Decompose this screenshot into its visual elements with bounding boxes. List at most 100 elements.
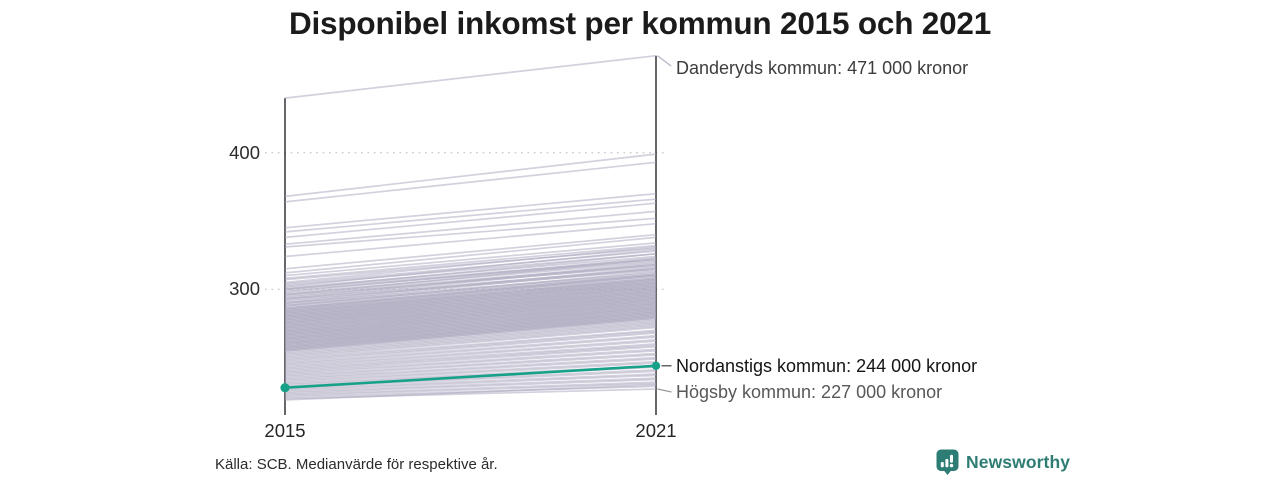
slope-line — [284, 321, 657, 353]
slope-line — [284, 336, 657, 366]
annotation-nordanstig: Nordanstigs kommun: 244 000 kronor — [676, 356, 978, 376]
slope-line — [284, 246, 657, 284]
slope-line — [284, 242, 657, 277]
slope-line — [284, 291, 657, 326]
slope-line — [284, 285, 657, 321]
slope-line — [284, 325, 657, 358]
slope-line — [284, 308, 657, 344]
slope-line — [284, 252, 657, 291]
annotation-hogsby: Högsby kommun: 227 000 kronor — [676, 382, 943, 402]
slope-line — [284, 311, 657, 347]
slope-line — [284, 263, 657, 300]
slope-line — [284, 267, 657, 304]
x-axis-tick-2015: 2015 — [264, 420, 306, 441]
slope-line — [284, 323, 657, 356]
connector-hogsby — [657, 388, 672, 393]
slope-line — [284, 373, 657, 390]
slope-line — [284, 302, 657, 337]
slope-line — [284, 349, 657, 375]
slope-line — [284, 345, 657, 373]
highlight-line — [284, 364, 657, 389]
slope-line — [284, 330, 657, 362]
y-axis-tick-400: 400 — [229, 142, 260, 163]
slope-line — [284, 295, 657, 330]
slope-line — [284, 299, 657, 334]
slope-line — [284, 384, 657, 401]
slope-line — [284, 282, 657, 318]
newsworthy-bar-chart-pin-icon — [936, 449, 959, 475]
slope-line — [284, 307, 657, 343]
brand-name: Newsworthy — [966, 451, 1071, 472]
slope-line — [284, 326, 657, 359]
slope-line — [284, 288, 657, 323]
slope-line — [284, 257, 657, 293]
slope-line — [284, 313, 657, 348]
slope-line — [284, 352, 657, 377]
slope-line — [284, 258, 657, 296]
slope-line — [284, 287, 657, 322]
slope-line — [284, 329, 657, 360]
slope-line — [284, 293, 657, 329]
slope-line — [284, 298, 657, 333]
slope-line — [284, 153, 657, 198]
slope-line — [284, 222, 657, 258]
slope-line — [284, 281, 657, 317]
slope-line — [284, 304, 657, 340]
slope-line — [284, 244, 657, 280]
slope-line — [284, 274, 657, 311]
slope-line — [284, 382, 657, 397]
chart-title: Disponibel inkomst per kommun 2015 och 2… — [288, 5, 992, 41]
slope-line — [284, 303, 657, 338]
slope-line — [284, 54, 657, 99]
slope-line — [284, 233, 657, 270]
slope-line — [284, 210, 657, 246]
slope-line — [284, 358, 657, 381]
slope-line — [284, 266, 657, 303]
slope-line — [284, 377, 657, 393]
slope-line — [284, 322, 657, 355]
brand-lockup: Newsworthy — [936, 449, 1070, 475]
slope-line — [284, 378, 657, 394]
slope-line — [284, 280, 657, 315]
slope-line — [284, 306, 657, 341]
slope-line — [284, 292, 657, 328]
slope-line — [284, 374, 657, 392]
slope-line — [284, 332, 657, 363]
slope-line — [284, 362, 657, 384]
slope-line — [284, 354, 657, 378]
slope-line — [284, 338, 657, 367]
slope-line — [284, 248, 657, 288]
slope-line — [284, 236, 657, 274]
slope-line — [284, 284, 657, 319]
slope-line — [284, 381, 657, 396]
slope-line — [284, 161, 657, 203]
slope-line — [284, 296, 657, 332]
highlight-dot-2015 — [280, 383, 290, 393]
slope-line — [284, 343, 657, 370]
highlight-dot-2021 — [651, 361, 661, 370]
slope-line — [284, 300, 657, 336]
y-axis-tick-300: 300 — [229, 278, 260, 299]
slope-line — [284, 262, 657, 299]
connector-danderyd — [657, 55, 672, 67]
slope-line — [284, 348, 657, 374]
slope-line — [284, 202, 657, 239]
slope-line — [284, 317, 657, 352]
slope-line — [284, 344, 657, 371]
slope-line — [284, 289, 657, 325]
slope-line — [284, 360, 657, 382]
slope-line — [284, 310, 657, 345]
slope-line — [284, 340, 657, 369]
slope-line — [284, 198, 657, 233]
slope-line — [284, 356, 657, 379]
slope-line — [284, 334, 657, 364]
source-note: Källa: SCB. Medianvärde för respektive å… — [215, 456, 498, 473]
slope-line — [284, 278, 657, 314]
slope-line — [284, 277, 657, 313]
annotation-danderyd: Danderyds kommun: 471 000 kronor — [676, 58, 969, 78]
slope-line — [284, 315, 657, 351]
x-axis-tick-2021: 2021 — [635, 420, 677, 441]
slope-line — [284, 192, 657, 229]
